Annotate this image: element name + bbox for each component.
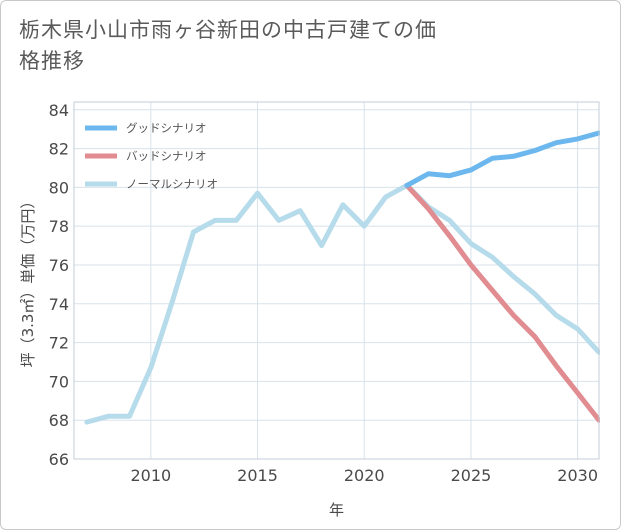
- y-tick-label: 82: [49, 140, 69, 159]
- x-tick-label: 2025: [451, 466, 492, 485]
- y-tick-label: 68: [49, 411, 69, 430]
- chart-title: 栃木県小山市雨ヶ谷新田の中古戸建ての価格推移: [19, 18, 437, 73]
- right-mask: [600, 97, 620, 464]
- legend-label: バッドシナリオ: [126, 149, 207, 163]
- series-line-2: [404, 182, 602, 423]
- y-tick-label: 84: [49, 101, 69, 120]
- series-line-1: [404, 130, 602, 188]
- y-tick-label: 78: [49, 217, 69, 236]
- x-tick-label: 2020: [344, 466, 385, 485]
- y-tick-label: 80: [49, 178, 69, 197]
- y-tick-label: 70: [49, 372, 69, 391]
- y-tick-label: 72: [49, 334, 69, 353]
- legend-label: グッドシナリオ: [126, 121, 207, 135]
- plot-area: [74, 102, 599, 459]
- legend-label: ノーマルシナリオ: [126, 177, 218, 191]
- y-tick-label: 74: [49, 295, 69, 314]
- y-tick-label: 76: [49, 256, 69, 275]
- x-tick-label: 2030: [557, 466, 598, 485]
- series-line-3: [84, 182, 602, 425]
- y-axis-label: 坪（3.3㎡）単価（万円）: [19, 194, 37, 368]
- x-axis-label: 年: [329, 501, 344, 519]
- x-tick-label: 2010: [130, 466, 171, 485]
- y-tick-label: 66: [49, 450, 69, 469]
- x-tick-label: 2015: [237, 466, 278, 485]
